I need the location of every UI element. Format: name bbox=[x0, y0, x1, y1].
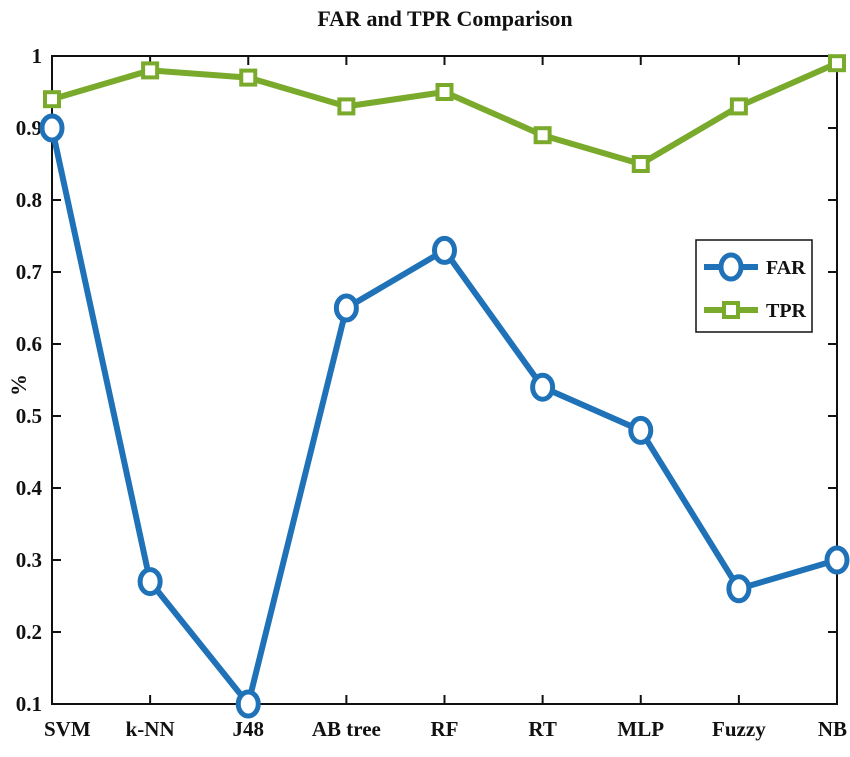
data-point-tpr bbox=[239, 68, 258, 87]
data-point-far bbox=[333, 293, 359, 323]
legend-label-tpr: TPR bbox=[766, 300, 807, 322]
x-axis: SVM k-NN J48 AB tree RF RT MLP Fuzzy NB bbox=[44, 56, 847, 741]
legend-label-far: FAR bbox=[766, 257, 806, 279]
data-point-far bbox=[432, 235, 457, 265]
data-point-far bbox=[726, 574, 752, 604]
y-tick-label: 0.8 bbox=[16, 188, 42, 212]
y-tick-label: 0.6 bbox=[16, 332, 42, 356]
x-tick-label: J48 bbox=[233, 717, 265, 741]
data-point-tpr bbox=[337, 97, 356, 116]
x-tick-label: MLP bbox=[617, 717, 664, 741]
y-tick-label: 0.5 bbox=[16, 404, 42, 428]
data-point-far bbox=[628, 415, 654, 445]
legend-marker-far bbox=[718, 252, 744, 282]
x-tick-label: k-NN bbox=[126, 717, 175, 741]
legend-box bbox=[695, 239, 813, 333]
data-point-tpr bbox=[533, 126, 552, 145]
data-point-tpr bbox=[729, 97, 748, 116]
legend: FAR TPR bbox=[695, 239, 813, 333]
x-tick-label: Fuzzy bbox=[712, 717, 766, 741]
x-tick-label: NB bbox=[818, 717, 847, 741]
x-tick-label: SVM bbox=[44, 717, 91, 741]
x-tick-label: RT bbox=[528, 717, 556, 741]
y-tick-label: 0.3 bbox=[16, 548, 42, 572]
data-point-far bbox=[235, 689, 261, 719]
x-tick-label: AB tree bbox=[312, 717, 381, 741]
y-tick-label: 0.4 bbox=[16, 476, 43, 500]
series-layer bbox=[39, 54, 850, 719]
y-tick-label: 0.9 bbox=[16, 116, 42, 140]
data-point-tpr bbox=[828, 54, 846, 73]
y-axis: 0.1 0.2 0.3 0.4 0.5 0.6 0.7 0.8 0.9 1 bbox=[16, 44, 837, 716]
chart-title: FAR and TPR Comparison bbox=[317, 6, 572, 31]
data-point-tpr bbox=[43, 90, 61, 109]
data-point-tpr bbox=[435, 83, 454, 101]
legend-marker-tpr bbox=[722, 301, 740, 319]
y-tick-label: 0.7 bbox=[16, 260, 42, 284]
y-tick-label: 1 bbox=[32, 44, 43, 68]
data-point-tpr bbox=[141, 61, 160, 80]
y-tick-label: 0.1 bbox=[16, 692, 42, 716]
x-tick-label: RF bbox=[431, 717, 459, 741]
y-tick-label: 0.2 bbox=[16, 620, 42, 644]
plot-area bbox=[51, 55, 838, 705]
y-axis-label: % bbox=[6, 374, 31, 396]
data-point-far bbox=[530, 372, 556, 402]
data-point-far bbox=[824, 545, 850, 575]
data-point-far bbox=[39, 113, 65, 143]
data-point-tpr bbox=[631, 155, 650, 173]
data-point-far bbox=[137, 567, 163, 597]
